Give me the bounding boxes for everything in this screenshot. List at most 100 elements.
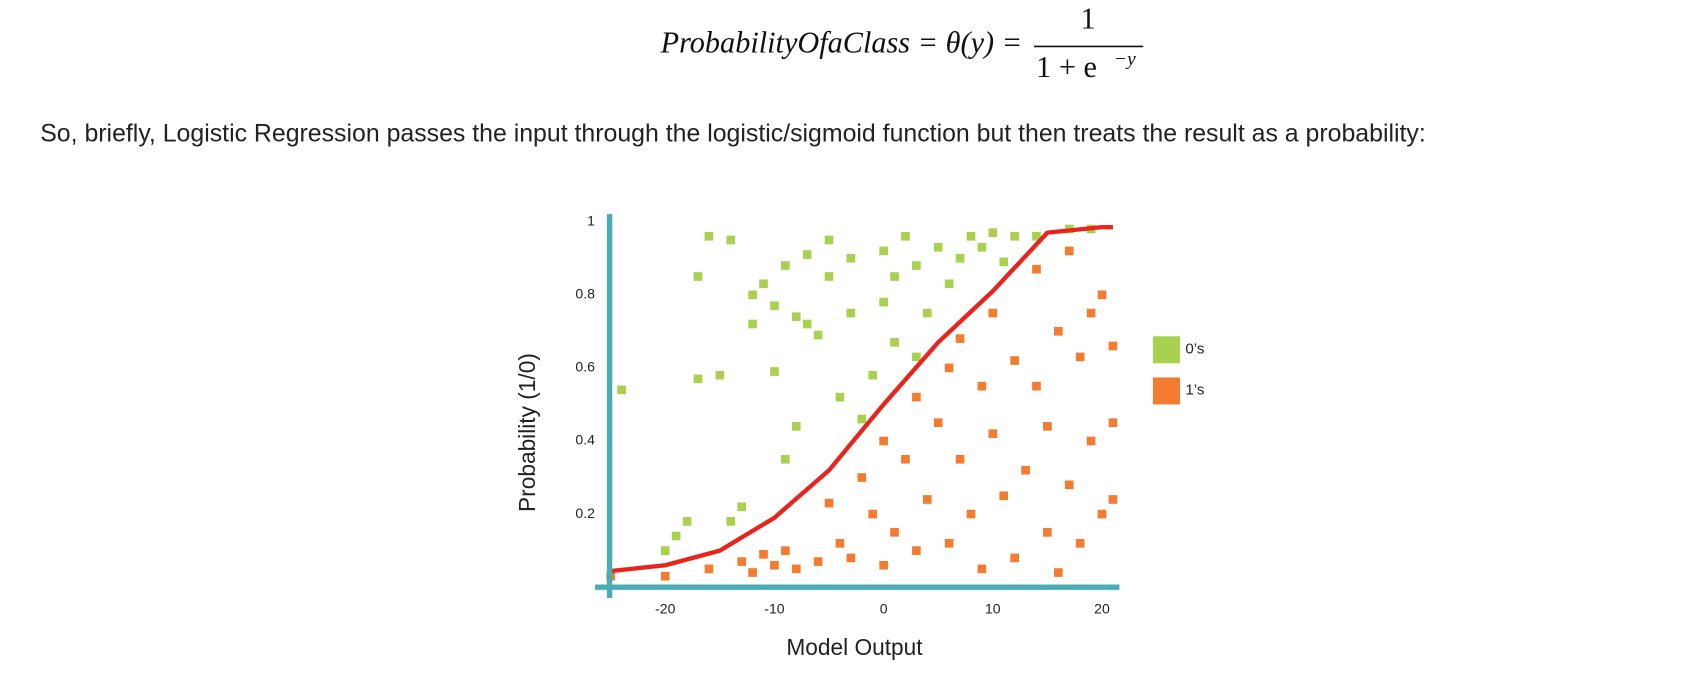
point <box>879 560 888 570</box>
point <box>857 473 867 482</box>
x-tick-label: 20 <box>1094 601 1110 617</box>
point <box>890 528 899 537</box>
point <box>890 337 899 347</box>
point <box>879 246 888 256</box>
point <box>791 422 801 431</box>
point <box>813 557 823 566</box>
point <box>922 495 932 504</box>
point <box>901 454 910 464</box>
point <box>1054 568 1063 577</box>
point <box>737 557 747 566</box>
y-tick-label: 0.6 <box>575 359 595 375</box>
point <box>802 319 812 329</box>
point <box>955 253 965 263</box>
point <box>901 231 910 241</box>
point <box>944 538 954 548</box>
point <box>791 564 801 574</box>
point <box>835 538 845 548</box>
point <box>748 568 757 577</box>
point <box>933 418 943 428</box>
point <box>1043 528 1052 537</box>
point <box>1043 422 1052 431</box>
point <box>988 308 998 318</box>
point <box>704 564 714 574</box>
legend-swatch <box>1152 336 1180 364</box>
point <box>944 363 954 373</box>
point <box>1010 356 1019 365</box>
point <box>1032 231 1041 241</box>
point <box>966 509 976 519</box>
point <box>813 330 823 340</box>
point <box>770 560 779 570</box>
equation-exponent: −y <box>1114 49 1136 70</box>
point <box>955 334 965 343</box>
legend-label: 1’s <box>1185 381 1204 398</box>
point <box>999 257 1009 267</box>
plot: -20 -10 0 10 20 0.2 0.4 0.6 0.8 1 0’s 1’s <box>575 212 1204 616</box>
point <box>737 502 747 512</box>
point <box>693 374 703 384</box>
point <box>966 231 976 241</box>
point <box>715 370 725 380</box>
point <box>1097 509 1107 519</box>
point <box>879 297 888 307</box>
x-tick-label: -20 <box>655 601 675 617</box>
point <box>1010 553 1019 563</box>
y-tick-label: 0.8 <box>575 285 595 301</box>
point <box>682 517 692 526</box>
legend-label: 0’s <box>1185 340 1204 357</box>
x-tick-label: 10 <box>985 601 1001 617</box>
point <box>1064 480 1074 490</box>
point <box>759 549 768 559</box>
point <box>846 553 856 563</box>
equation-numerator: 1 <box>1080 2 1095 36</box>
point <box>988 429 998 438</box>
point <box>824 498 834 508</box>
point <box>912 261 921 270</box>
x-axis-label: Model Output <box>786 634 923 660</box>
point <box>955 454 965 464</box>
point <box>944 279 954 289</box>
point <box>802 250 812 259</box>
point <box>824 272 834 281</box>
y-tick-label: 1 <box>587 212 595 228</box>
point <box>1086 436 1096 446</box>
point <box>726 517 736 526</box>
point <box>846 308 856 318</box>
y-axis-label: Probability (1/0) <box>514 353 540 512</box>
point <box>781 454 790 464</box>
point <box>999 491 1009 501</box>
point <box>791 312 801 322</box>
point <box>868 370 878 380</box>
point <box>912 392 921 402</box>
point <box>770 301 779 311</box>
point <box>1075 538 1085 548</box>
point <box>781 546 790 555</box>
point <box>759 279 768 289</box>
point <box>1086 308 1096 318</box>
point <box>890 272 899 281</box>
point <box>1032 264 1041 274</box>
point <box>977 381 987 391</box>
point <box>988 228 998 237</box>
equation-denominator: 1 + e <box>1036 50 1097 84</box>
y-tick-label: 0.2 <box>575 505 595 521</box>
point <box>748 290 757 300</box>
point <box>1097 290 1107 300</box>
point <box>748 319 757 329</box>
point <box>933 242 943 252</box>
legend-swatch <box>1152 377 1180 405</box>
point <box>1108 418 1118 428</box>
point <box>879 436 888 446</box>
point <box>660 546 670 555</box>
point <box>617 385 626 395</box>
point <box>835 392 845 402</box>
x-tick-label: -10 <box>764 601 784 617</box>
point <box>1108 495 1118 504</box>
point <box>922 308 932 318</box>
point <box>1108 341 1118 351</box>
point <box>977 242 987 252</box>
point <box>977 564 987 574</box>
